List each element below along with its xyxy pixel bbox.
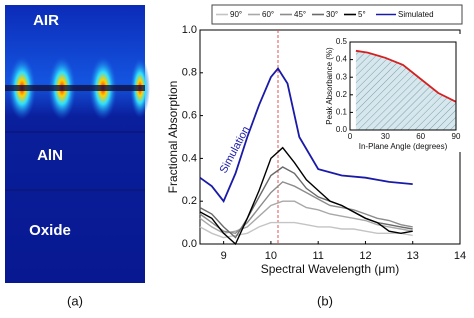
series-line (199, 66, 413, 203)
y-tick-label: 0.2 (336, 90, 348, 99)
x-tick-label: 0 (348, 132, 353, 141)
layer-label: Oxide (29, 222, 71, 239)
series-line (199, 146, 413, 246)
legend-label: 90° (230, 10, 242, 19)
legend-label: 30° (326, 10, 338, 19)
panel-a: AIR AlN Oxide (a) (5, 5, 150, 308)
series-line (199, 181, 413, 235)
legend-label: 60° (262, 10, 274, 19)
layer-band (5, 85, 145, 91)
x-tick-label: 10 (265, 250, 277, 262)
y-tick-label: 1.0 (182, 24, 197, 36)
series-line (199, 200, 413, 235)
y-tick-label: 0.5 (336, 37, 348, 46)
y-tick-label: 0.0 (336, 125, 348, 134)
area-line (355, 49, 457, 103)
series-line (199, 221, 413, 239)
y-tick-label: 0.2 (182, 195, 197, 207)
legend (211, 4, 463, 25)
x-tick-label: 9 (221, 250, 227, 262)
legend-label: 5° (358, 10, 366, 19)
annotation: Simulation (218, 124, 253, 175)
layer-label: AIR (33, 12, 59, 29)
x-tick-label: 13 (407, 250, 419, 262)
inset-frame (349, 41, 457, 131)
x-tick-label: 60 (416, 132, 425, 141)
y-tick-label: 0.3 (336, 72, 348, 81)
field-map (5, 5, 145, 283)
area-fill (355, 50, 456, 130)
caption: (b) (317, 293, 333, 308)
y-axis-label: Peak Absorbance (%) (325, 47, 334, 125)
y-tick-label: 0.4 (182, 152, 197, 164)
y-tick-label: 0.8 (182, 67, 197, 79)
x-tick-label: 12 (359, 250, 371, 262)
y-axis-label: Fractional Absorption (166, 81, 180, 194)
layer-label: AlN (37, 147, 63, 164)
x-axis-label: Spectral Wavelength (μm) (261, 262, 400, 276)
legend-label: 45° (294, 10, 306, 19)
caption: (a) (67, 293, 83, 308)
y-tick-label: 0.4 (336, 55, 348, 64)
y-tick-label: 0.6 (182, 110, 197, 122)
series-line (199, 166, 413, 239)
x-tick-label: 30 (381, 132, 390, 141)
x-tick-label: 14 (454, 250, 466, 262)
x-axis-label: In-Plane Angle (degrees) (359, 142, 448, 151)
x-tick-label: 90 (452, 132, 461, 141)
x-tick-label: 11 (312, 250, 323, 262)
y-tick-label: 0.0 (182, 238, 197, 250)
legend-label: Simulated (398, 10, 434, 19)
y-tick-label: 0.1 (336, 108, 348, 117)
